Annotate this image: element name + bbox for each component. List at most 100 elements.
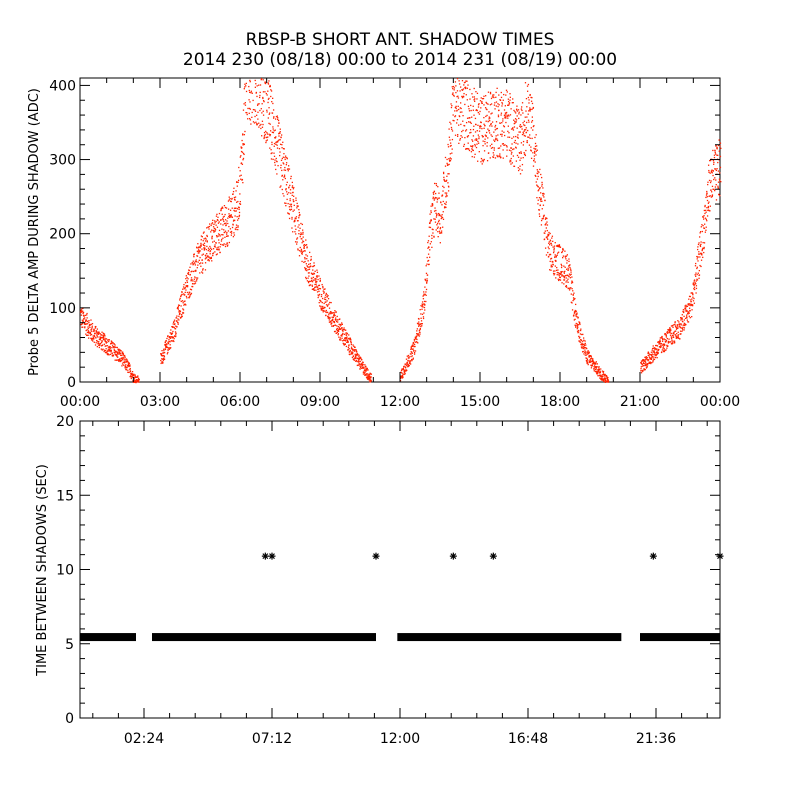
amplitude-point [495, 137, 497, 139]
amplitude-point [429, 222, 431, 224]
amplitude-point [237, 179, 240, 182]
amplitude-point [522, 112, 524, 114]
amplitude-point [287, 212, 290, 215]
amplitude-point [672, 335, 674, 337]
amplitude-point [250, 123, 252, 125]
amplitude-point [104, 345, 106, 347]
amplitude-point [588, 355, 590, 357]
amplitude-point [643, 368, 646, 371]
top-y-tick-label: 100 [49, 301, 76, 317]
amplitude-point [540, 219, 543, 222]
amplitude-point [109, 346, 111, 348]
amplitude-point [651, 353, 653, 355]
amplitude-point [328, 317, 330, 319]
amplitude-point [587, 362, 589, 364]
amplitude-point [505, 113, 507, 115]
amplitude-point [413, 340, 416, 342]
amplitude-point [515, 147, 517, 149]
amplitude-point [103, 349, 106, 351]
amplitude-point [189, 295, 191, 297]
amplitude-point [695, 283, 697, 285]
amplitude-point [582, 337, 585, 339]
amplitude-point [216, 247, 218, 249]
amplitude-point [714, 189, 716, 192]
amplitude-point [313, 262, 315, 264]
amplitude-point [173, 326, 175, 329]
amplitude-point [279, 132, 281, 134]
amplitude-point [88, 337, 90, 339]
amplitude-point [512, 98, 514, 100]
amplitude-point [569, 277, 572, 279]
amplitude-point [363, 373, 366, 375]
amplitude-point [576, 328, 578, 330]
amplitude-point [318, 301, 320, 304]
amplitude-point [197, 261, 199, 263]
amplitude-point [545, 222, 547, 225]
amplitude-point [480, 161, 482, 163]
amplitude-point [433, 191, 435, 193]
amplitude-point [464, 137, 466, 139]
amplitude-point [433, 210, 436, 212]
amplitude-point [541, 181, 543, 184]
amplitude-point [643, 358, 645, 361]
amplitude-point [569, 264, 571, 266]
amplitude-point [511, 143, 513, 145]
amplitude-point [85, 333, 87, 335]
amplitude-point [317, 296, 319, 299]
amplitude-point [239, 202, 241, 205]
top-x-tick-label: 00:00 [60, 394, 100, 410]
amplitude-point [488, 132, 491, 134]
amplitude-point [325, 314, 327, 317]
amplitude-point [236, 215, 238, 218]
amplitude-point [483, 127, 485, 129]
amplitude-point [718, 150, 720, 152]
amplitude-point [301, 238, 303, 240]
amplitude-point [502, 157, 504, 159]
amplitude-point [428, 246, 430, 248]
amplitude-point [529, 93, 531, 96]
amplitude-point [222, 207, 224, 209]
amplitude-point [402, 373, 404, 375]
amplitude-point [247, 118, 249, 120]
amplitude-point [110, 340, 113, 343]
amplitude-point [352, 344, 354, 346]
amplitude-point [563, 272, 566, 274]
amplitude-point [508, 132, 510, 134]
amplitude-point [575, 325, 577, 327]
amplitude-point [601, 378, 604, 380]
amplitude-point [178, 315, 180, 317]
amplitude-point [179, 310, 182, 313]
amplitude-point [463, 143, 466, 146]
amplitude-point [105, 342, 107, 344]
amplitude-point [695, 272, 697, 274]
amplitude-point [108, 354, 110, 356]
amplitude-point [252, 99, 254, 102]
amplitude-point [87, 326, 89, 328]
amplitude-point [435, 197, 438, 199]
amplitude-point [519, 165, 521, 167]
amplitude-point [681, 317, 683, 319]
amplitude-point [405, 364, 408, 366]
amplitude-point [677, 327, 679, 329]
amplitude-point [249, 108, 252, 110]
amplitude-point [197, 247, 200, 249]
amplitude-point [218, 212, 221, 215]
amplitude-point [307, 272, 310, 274]
amplitude-point [406, 363, 409, 365]
amplitude-point [447, 143, 449, 146]
amplitude-point [532, 106, 535, 109]
amplitude-point [172, 330, 174, 333]
amplitude-point [556, 245, 559, 248]
amplitude-point [517, 134, 519, 136]
amplitude-point [493, 140, 496, 142]
amplitude-point [235, 210, 237, 212]
amplitude-point [136, 380, 139, 382]
amplitude-point [189, 273, 191, 276]
amplitude-point [702, 256, 704, 259]
amplitude-point [531, 116, 533, 118]
amplitude-point [656, 344, 658, 347]
amplitude-point [421, 325, 423, 327]
amplitude-point [199, 263, 201, 265]
amplitude-point [368, 376, 370, 378]
amplitude-point [427, 240, 430, 242]
